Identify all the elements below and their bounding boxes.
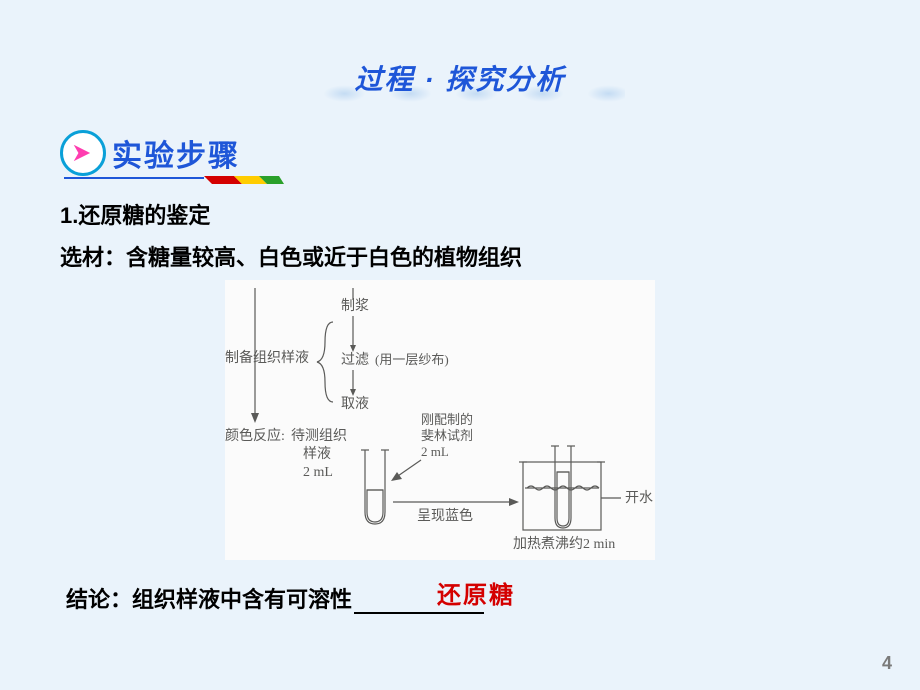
fill-blank	[354, 612, 484, 614]
conclusion-line: 结论：组织样液中含有可溶性	[66, 582, 484, 614]
svg-text:开水: 开水	[625, 490, 653, 506]
item-heading: 1.还原糖的鉴定	[60, 198, 210, 230]
svg-text:制浆: 制浆	[341, 298, 369, 314]
svg-text:呈现蓝色: 呈现蓝色	[417, 507, 473, 524]
underline-decoration	[64, 176, 284, 184]
experiment-diagram: 制备组织样液 制浆 过滤 (用一层纱布) 取液 颜色反应: 待测组织 样液 2 …	[225, 280, 655, 560]
svg-text:制备组织样液: 制备组织样液	[225, 349, 309, 366]
svg-text:2 mL: 2 mL	[303, 465, 333, 480]
section-header: 实验步骤	[60, 130, 240, 176]
svg-text:待测组织: 待测组织	[291, 428, 347, 444]
answer-text: 还原糖	[437, 575, 515, 610]
svg-text:斐林试剂: 斐林试剂	[421, 428, 473, 443]
page-title: 过程 · 探究分析	[355, 58, 566, 98]
section-title: 实验步骤	[112, 131, 240, 175]
svg-text:(用一层纱布): (用一层纱布)	[375, 352, 449, 367]
conclusion-prefix: 结论：组织样液中含有可溶性	[66, 587, 352, 612]
svg-text:样液: 样液	[303, 446, 331, 462]
title-banner: 过程 · 探究分析	[295, 52, 625, 104]
svg-text:取液: 取液	[341, 396, 369, 412]
page-number: 4	[882, 653, 892, 674]
arrow-circle-icon	[60, 130, 106, 176]
material-line: 选材：含糖量较高、白色或近于白色的植物组织	[60, 240, 522, 272]
svg-text:加热煮沸约2 min: 加热煮沸约2 min	[513, 536, 615, 552]
svg-text:颜色反应:: 颜色反应:	[225, 427, 285, 444]
svg-text:2 mL: 2 mL	[421, 444, 449, 459]
svg-text:刚配制的: 刚配制的	[421, 412, 473, 427]
svg-text:过滤: 过滤	[341, 352, 369, 368]
